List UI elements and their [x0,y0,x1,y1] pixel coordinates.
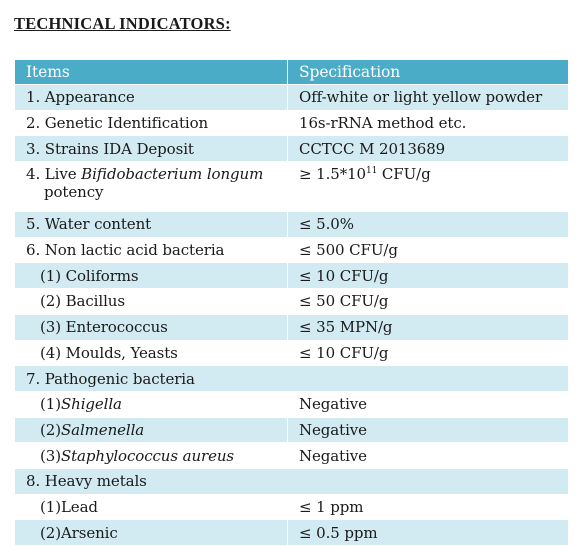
item-cell: (2)Arsenic [14,519,288,546]
spec-base: ≥ 1.5*10 [299,165,366,184]
spec-cell: ≤ 50 CFU/g [287,288,569,315]
spec-cell: ≤ 35 MPN/g [287,313,569,341]
table-row: (2)Arsenic ≤ 0.5 ppm [14,519,569,546]
table-row: (3) Enterococcus ≤ 35 MPN/g [14,313,569,341]
table-row: (3)Staphylococcus aureus Negative [14,442,569,469]
table-row: 8. Heavy metals [14,467,569,495]
table-header-row: Items Specification [14,59,569,85]
item-prefix: 4. Live [26,165,82,184]
item-italic: Staphylococcus aureus [60,446,235,465]
spec-cell: ≤ 1 ppm [287,493,569,521]
item-cell: (3)Staphylococcus aureus [14,442,288,469]
table-row: (2)Salmenella Negative [14,416,569,444]
spec-cell: Negative [287,390,569,418]
spec-exponent: 11 [365,166,378,177]
spec-cell: ≤ 10 CFU/g [287,339,569,367]
item-italic: Bifidobacterium longum [81,165,264,184]
technical-indicators-table: Items Specification 1. Appearance Off-wh… [14,59,569,546]
item-cell: 6. Non lactic acid bacteria [14,236,288,264]
item-cell: (3) Enterococcus [14,313,288,341]
item-cell: 2. Genetic Identification [14,109,288,137]
spec-cell: Negative [287,442,569,469]
spec-cell: ≤ 0.5 ppm [287,519,569,546]
item-cell: 1. Appearance [14,84,288,111]
item-cell: 4. Live Bifidobacterium longum potency [14,161,288,213]
item-prefix: (1) [40,395,61,414]
item-cell: (4) Moulds, Yeasts [14,339,288,367]
table-row: 6. Non lactic acid bacteria ≤ 500 CFU/g [14,236,569,264]
item-prefix: (2) [40,420,61,439]
spec-cell: ≤ 10 CFU/g [287,262,569,290]
table-row: 1. Appearance Off-white or light yellow … [14,84,569,111]
table-row: 2. Genetic Identification 16s-rRNA metho… [14,109,569,137]
item-cell: (2) Bacillus [14,288,288,315]
table-row: 3. Strains IDA Deposit CCTCC M 2013689 [14,135,569,163]
item-cell: 3. Strains IDA Deposit [14,135,288,163]
spec-cell: Negative [287,416,569,444]
header-specification: Specification [287,59,569,85]
spec-cell: 16s-rRNA method etc. [287,109,569,137]
spec-cell: CCTCC M 2013689 [287,135,569,163]
table-row: (1) Coliforms ≤ 10 CFU/g [14,262,569,290]
item-cell: (1)Lead [14,493,288,521]
table-row: (1)Shigella Negative [14,390,569,418]
table-row: 5. Water content ≤ 5.0% [14,211,569,238]
spec-unit: CFU/g [377,165,431,184]
item-cell: 5. Water content [14,211,288,238]
spec-cell: ≤ 500 CFU/g [287,236,569,264]
item-cell: 8. Heavy metals [14,467,569,495]
item-cell: (2)Salmenella [14,416,288,444]
spec-cell: ≥ 1.5*1011 CFU/g [287,161,569,213]
item-cell: (1) Coliforms [14,262,288,290]
item-cell: (1)Shigella [14,390,288,418]
table-row: 7. Pathogenic bacteria [14,365,569,392]
spec-cell: Off-white or light yellow powder [287,84,569,111]
table-row: (1)Lead ≤ 1 ppm [14,493,569,521]
item-continuation: potency [44,183,104,202]
table-row: (2) Bacillus ≤ 50 CFU/g [14,288,569,315]
page-title: TECHNICAL INDICATORS: [14,14,231,33]
item-italic: Salmenella [60,420,145,439]
table-row: 4. Live Bifidobacterium longum potency ≥ … [14,161,569,213]
item-italic: Shigella [60,395,122,414]
header-items: Items [14,59,288,85]
spec-cell: ≤ 5.0% [287,211,569,238]
item-cell: 7. Pathogenic bacteria [14,365,569,392]
item-prefix: (3) [40,446,61,465]
table-row: (4) Moulds, Yeasts ≤ 10 CFU/g [14,339,569,367]
